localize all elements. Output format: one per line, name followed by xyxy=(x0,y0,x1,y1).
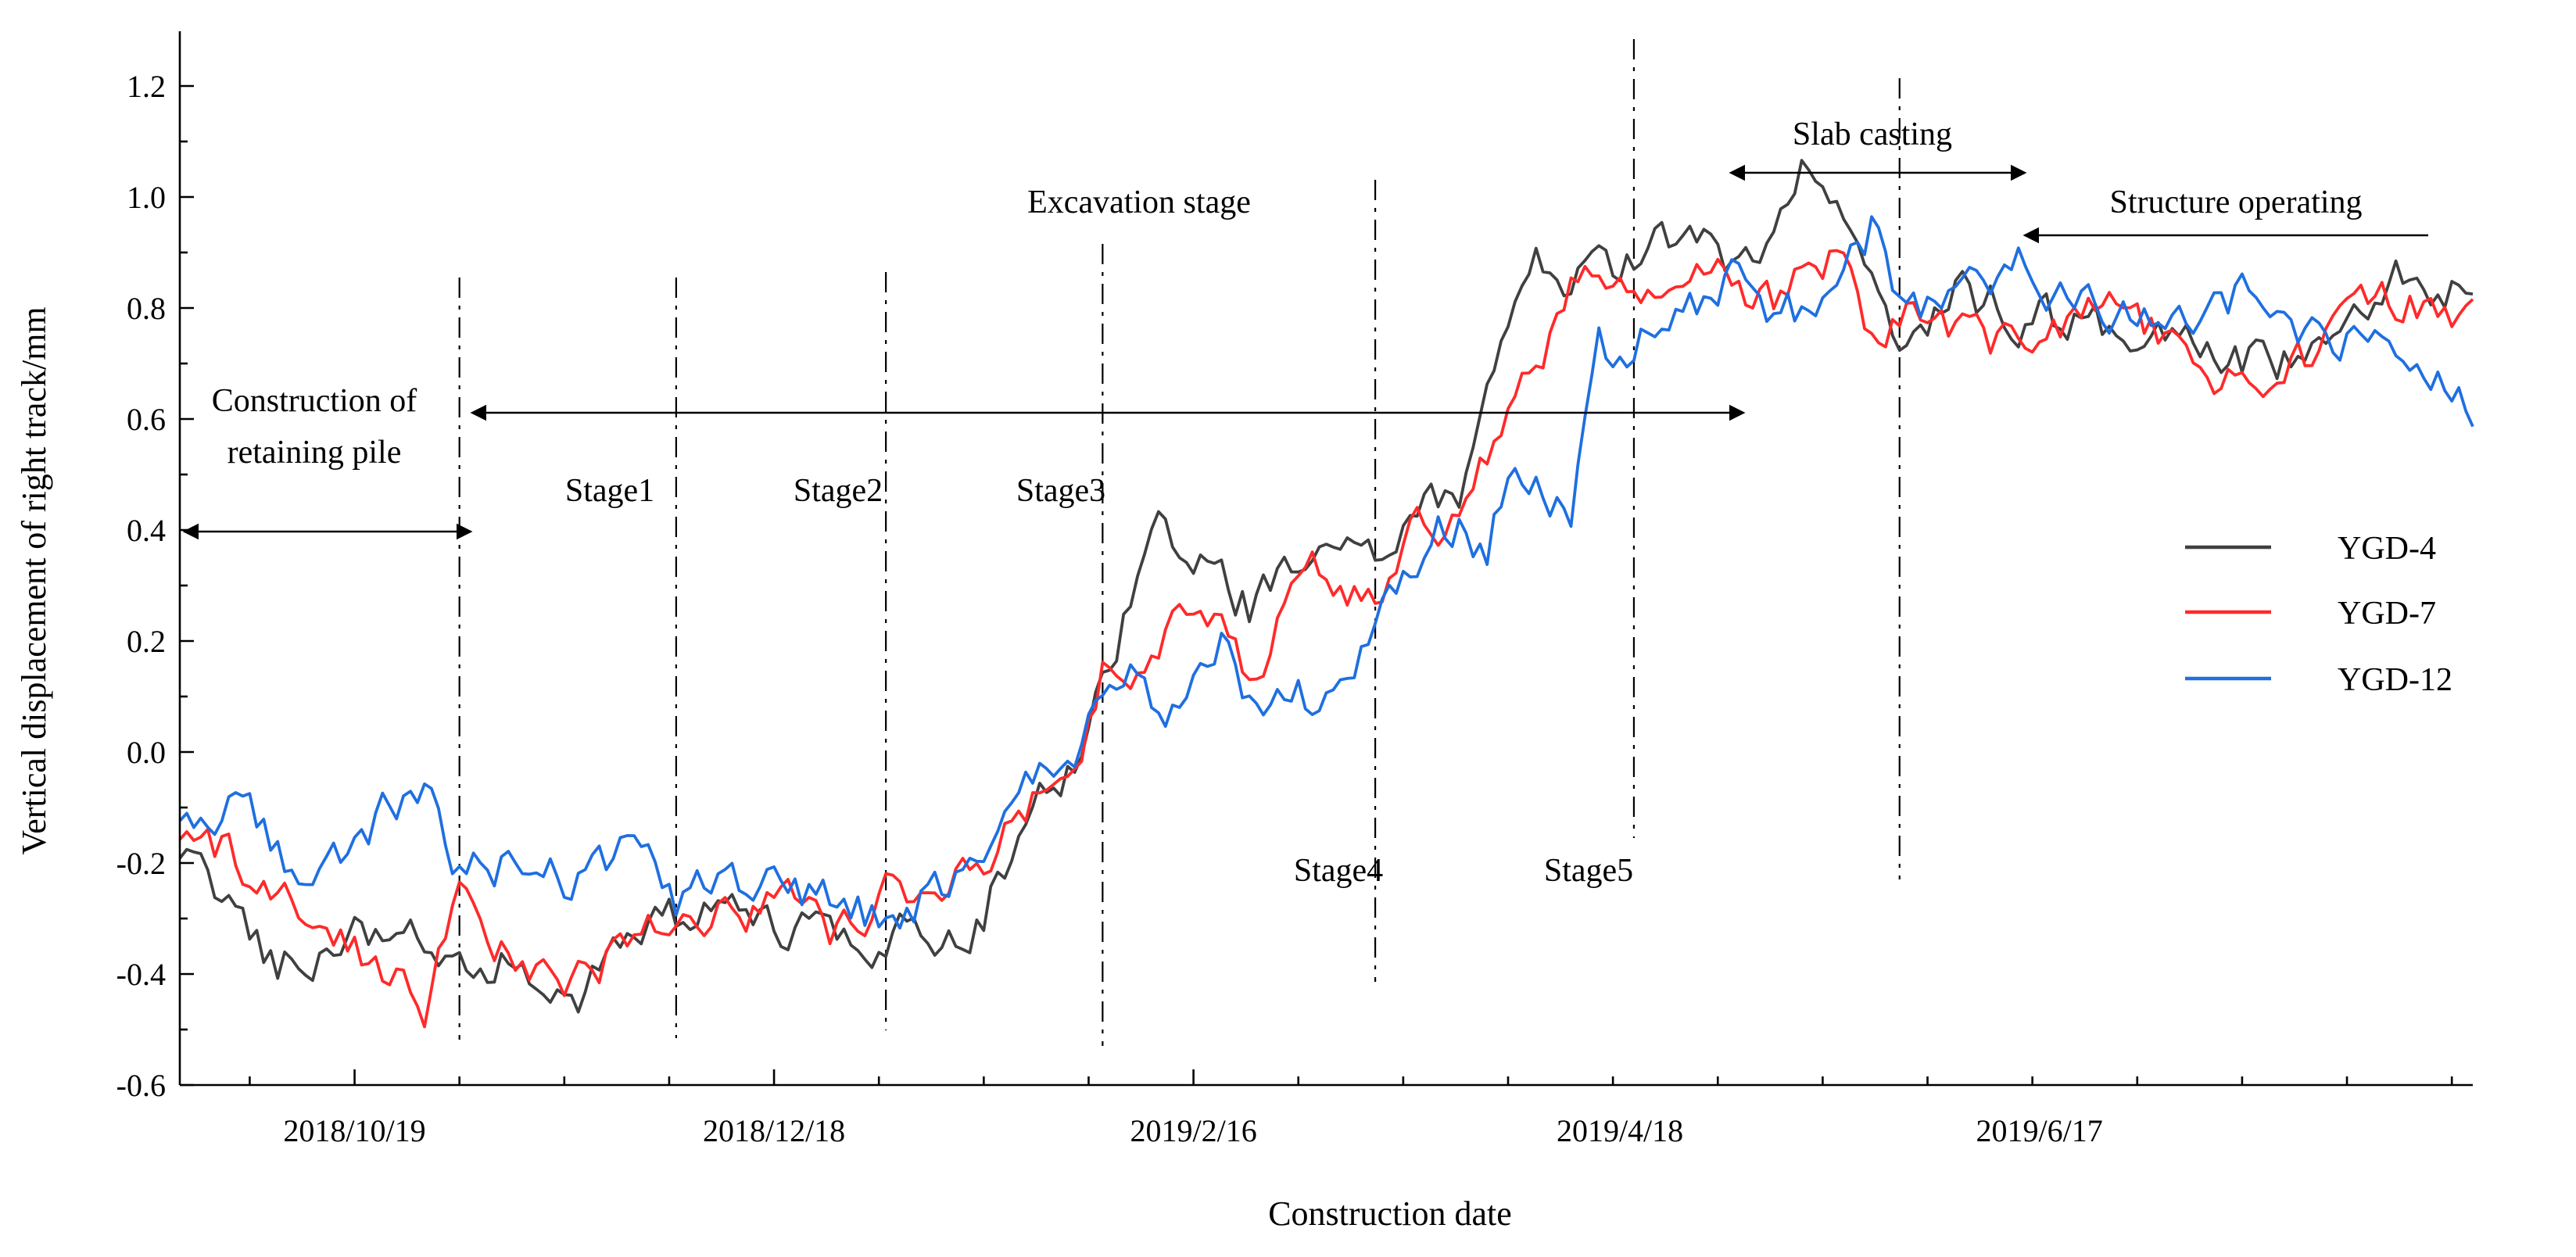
y-tick-label: -0.4 xyxy=(116,957,166,992)
annotation-excavation: Excavation stage xyxy=(1027,184,1251,220)
legend-label-ygd-4: YGD-4 xyxy=(2338,531,2436,567)
annotation-stage3: Stage3 xyxy=(1016,473,1105,509)
legend-label-ygd-7: YGD-7 xyxy=(2338,596,2436,632)
x-tick-label: 2018/12/18 xyxy=(703,1113,845,1148)
x-tick-label: 2019/2/16 xyxy=(1130,1113,1256,1148)
phase-annotations: Construction of retaining pile Excavatio… xyxy=(182,116,2428,889)
x-tick-label: 2018/10/19 xyxy=(283,1113,425,1148)
x-axis-title: Construction date xyxy=(1268,1194,1512,1233)
series-line-ygd-12 xyxy=(178,215,2474,930)
annotation-stage5: Stage5 xyxy=(1544,853,1633,889)
legend-label-ygd-12: YGD-12 xyxy=(2338,662,2452,698)
axes: -0.6 -0.4 -0.2 0.0 0.2 0.4 0.6 0.8 1.0 1.2 2018/1… xyxy=(116,31,2473,1148)
annotation-construction-line2: retaining pile xyxy=(228,435,402,471)
x-ticks: 2018/10/19 2018/12/18 2019/2/16 2019/4/18 20… xyxy=(249,1069,2453,1148)
y-tick-label: 0.2 xyxy=(127,624,166,659)
annotation-construction-line1: Construction of xyxy=(212,383,417,419)
y-axis-title: Vertical displacement of right track/mm xyxy=(15,306,53,854)
annotation-stage2: Stage2 xyxy=(794,473,883,509)
annotation-slab-casting: Slab casting xyxy=(1793,116,1952,152)
annotation-stage1: Stage1 xyxy=(565,473,654,509)
series-line-ygd-7 xyxy=(178,249,2474,1029)
phase-boundaries xyxy=(458,39,1901,1046)
x-tick-label: 2019/6/17 xyxy=(1976,1113,2102,1148)
x-tick-label: 2019/4/18 xyxy=(1557,1113,1683,1148)
series-group xyxy=(178,159,2474,1029)
y-tick-label: 0.8 xyxy=(127,291,166,326)
y-ticks: -0.6 -0.4 -0.2 0.0 0.2 0.4 0.6 0.8 1.0 1.2 xyxy=(116,69,194,1103)
y-tick-label: -0.2 xyxy=(116,846,166,881)
y-tick-label: 0.4 xyxy=(127,513,166,548)
annotation-structure-operating: Structure operating xyxy=(2109,184,2362,220)
legend: YGD-4 YGD-7 YGD-12 xyxy=(2185,531,2452,698)
y-tick-label: 1.0 xyxy=(127,180,166,215)
y-tick-label: 0.6 xyxy=(127,402,166,437)
y-tick-label: 1.2 xyxy=(127,69,166,104)
y-tick-label: 0.0 xyxy=(127,735,166,770)
y-tick-label: -0.6 xyxy=(116,1068,166,1103)
annotation-stage4: Stage4 xyxy=(1294,853,1383,889)
